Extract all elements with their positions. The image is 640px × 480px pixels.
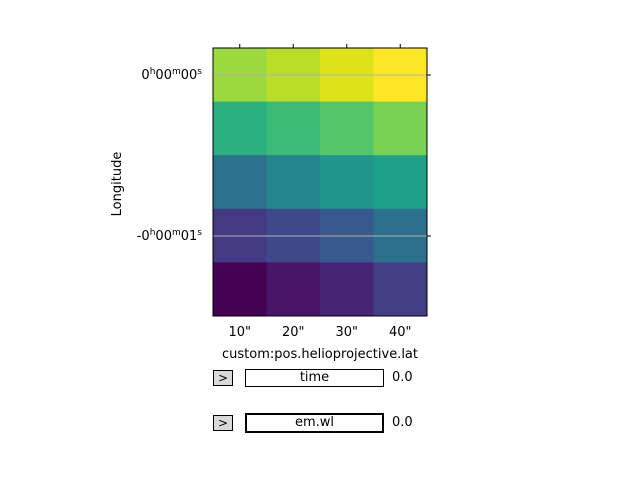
x-tick-label: 10"	[228, 325, 251, 340]
slider-time-row: > time 0.0	[0, 369, 640, 391]
heatmap-cell	[266, 101, 321, 156]
slider-em-wl-row: > em.wl 0.0	[0, 413, 640, 435]
heatmap-cell	[320, 262, 374, 317]
x-ticks: 10" 20" 30" 40"	[228, 44, 412, 340]
plot-frame	[212, 47, 428, 317]
time-slider[interactable]: time	[245, 369, 384, 387]
heatmap-cell	[213, 155, 267, 210]
play-time-button[interactable]: >	[213, 370, 233, 386]
heatmap-cell	[373, 155, 428, 210]
heatmap-cell	[266, 155, 321, 210]
x-tick-label: 20"	[282, 325, 305, 340]
heatmap-cell	[320, 155, 374, 210]
y-tick-label: -0h00m01s	[137, 228, 203, 244]
x-tick-label: 40"	[389, 325, 412, 340]
y-axis-label: Longitude	[110, 152, 125, 217]
x-axis-label: custom:pos.helioprojective.lat	[222, 347, 418, 362]
heatmap-cell	[213, 101, 267, 156]
heatmap-cell	[373, 262, 428, 317]
y-tick-label: 0h00m00s	[141, 67, 202, 83]
play-em-wl-button[interactable]: >	[213, 415, 233, 431]
y-ticks: 0h00m00s -0h00m01s	[137, 67, 431, 244]
em-wl-slider[interactable]: em.wl	[245, 413, 384, 433]
heatmap-cell	[266, 262, 321, 317]
heatmap-cell	[213, 262, 267, 317]
gridlines	[213, 74, 427, 237]
em-wl-slider-value: 0.0	[392, 415, 413, 430]
time-slider-value: 0.0	[392, 370, 413, 385]
heatmap-cell	[373, 101, 428, 156]
heatmap-cells	[213, 48, 428, 317]
heatmap-cell	[320, 101, 374, 156]
x-tick-label: 30"	[335, 325, 358, 340]
